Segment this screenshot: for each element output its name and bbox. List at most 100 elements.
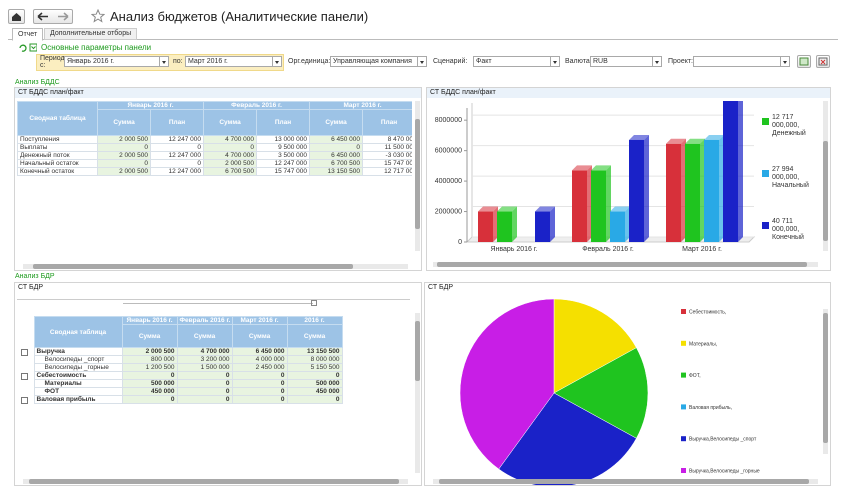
cell: 0: [121, 371, 178, 380]
cell: 0: [97, 143, 151, 152]
data-row: ФОТ 450 000 0 0 450 000: [18, 387, 343, 396]
dropdown[interactable]: [160, 56, 169, 67]
bar-top: [666, 138, 686, 144]
dropdown[interactable]: [781, 56, 790, 67]
legend-label: 12 717 000,000, Денежный поток: [772, 114, 806, 137]
cell: 5 150 500: [286, 363, 343, 372]
cell: 0: [176, 387, 233, 396]
cell: 2 000 500: [203, 159, 257, 168]
pie-slice: [459, 298, 555, 470]
dropdown[interactable]: [273, 56, 282, 67]
bar-side: [587, 165, 592, 242]
h-scrollbar[interactable]: [23, 479, 408, 484]
row-label: ФОТ: [33, 387, 123, 396]
data-row: Материалы 500 000 0 0 500 000: [18, 379, 343, 388]
cell: 15 747 000: [256, 167, 310, 176]
panel-title: СТ БДДС план/факт: [15, 88, 421, 98]
clear-button[interactable]: [816, 55, 830, 68]
bar: [723, 101, 738, 242]
table-container: Сводная таблица Январь 2016 г. Февраль 201…: [18, 316, 410, 476]
bar-side: [719, 134, 724, 242]
dropdown[interactable]: [551, 56, 560, 67]
h-scrollbar[interactable]: [433, 479, 818, 484]
y-tick-label: 4000000: [435, 178, 462, 185]
bar-side: [700, 138, 705, 242]
row-label: Конечный остаток: [17, 167, 98, 176]
bar: [591, 170, 606, 242]
org-label: Орг.единица:: [288, 58, 331, 65]
cell: 13 150 500: [286, 347, 343, 356]
pivot-table: Сводная таблица Январь 2016 г. Февраль 201…: [17, 101, 412, 176]
cell: 0: [309, 143, 363, 152]
legend-swatch: [762, 170, 769, 177]
data-row: Денежный поток 2 000 500 12 247 000 4 700 0…: [17, 151, 412, 160]
cell: 15 747 00: [362, 159, 412, 168]
cell: 8 470 00: [362, 135, 412, 144]
month-header: Январь 2016 г.: [97, 101, 204, 111]
v-scrollbar[interactable]: [415, 313, 420, 473]
period-to-label: по:: [173, 58, 183, 65]
subheader: План: [150, 109, 204, 136]
params-toggle[interactable]: Основные параметры панели: [41, 43, 152, 52]
bar: [704, 139, 719, 242]
data-row: Выручка 2 000 500 4 700 000 6 450 000 13 150…: [18, 347, 343, 356]
dropdown[interactable]: [653, 56, 662, 67]
cell: 500 000: [121, 379, 178, 388]
legend-label: Себестоимость,: [689, 310, 726, 316]
bar-top: [629, 134, 649, 140]
dimension-line: [123, 303, 313, 304]
v-scrollbar[interactable]: [823, 309, 828, 454]
legend-swatch: [681, 436, 686, 442]
project-field[interactable]: [693, 56, 781, 67]
cell: 500 000: [286, 379, 343, 388]
legend-label: ФОТ,: [689, 373, 701, 379]
data-row: Себестоимость 0 0 0 0: [18, 371, 343, 380]
panel-title: СТ БДР: [425, 283, 830, 293]
row-label: Поступления: [17, 135, 98, 144]
cell: 11 500 00: [362, 143, 412, 152]
tab[interactable]: Отчет: [12, 28, 44, 41]
bar-side: [550, 206, 555, 242]
cell: 0: [231, 379, 288, 388]
project-label: Проект:: [668, 58, 694, 65]
tab[interactable]: Дополнительные отборы: [44, 28, 138, 40]
nav-buttons[interactable]: [33, 9, 73, 24]
row-label: Себестоимость: [33, 371, 123, 380]
corner-cell: Сводная таблица: [17, 101, 98, 136]
pie-slice: [498, 392, 637, 485]
org-field[interactable]: Управляющая компания: [330, 56, 418, 67]
dropdown[interactable]: [418, 56, 427, 67]
legend-label: Материалы,: [689, 341, 717, 347]
tree-gutter: [18, 348, 34, 356]
apply-button[interactable]: [797, 55, 811, 68]
panel-title: СТ БДР: [15, 283, 421, 293]
y-tick-label: 2000000: [435, 209, 462, 216]
data-row: Велосипеды _горные 1 200 500 1 500 000 2 45…: [18, 363, 343, 372]
legend-swatch: [681, 468, 686, 473]
row-label: Денежный поток: [17, 151, 98, 160]
bar: [629, 139, 644, 242]
bar-chart: 0 2000000 4000000 6000000 8000000 Январь 2016…: [435, 101, 756, 253]
home-button[interactable]: [8, 9, 25, 24]
scenario-field[interactable]: Факт: [473, 56, 551, 67]
bar: [497, 211, 512, 242]
period-to[interactable]: Март 2016 г.: [185, 56, 273, 67]
bar-side: [625, 206, 630, 242]
row-label: Выручка: [33, 347, 123, 356]
favorite-star[interactable]: [91, 9, 105, 23]
h-scrollbar[interactable]: [23, 264, 408, 269]
v-scrollbar[interactable]: [415, 101, 420, 251]
data-row: Конечный остаток 2 000 500 12 247 000 6 700…: [17, 167, 412, 176]
y-tick-label: 0: [458, 239, 462, 246]
refresh-toggle[interactable]: [17, 43, 37, 53]
cell: 800 000: [121, 355, 178, 364]
cell: 450 000: [286, 387, 343, 396]
month-header: Январь 2016 г.: [121, 316, 178, 326]
nav-icons: [37, 12, 69, 21]
v-scrollbar[interactable]: [823, 101, 828, 251]
period-from[interactable]: Январь 2016 г.: [64, 56, 160, 67]
page-title: Анализ бюджетов (Аналитические панели): [110, 9, 369, 24]
collapse-icon[interactable]: [311, 300, 317, 306]
h-scrollbar[interactable]: [433, 262, 818, 267]
currency-field[interactable]: RUB: [590, 56, 653, 67]
